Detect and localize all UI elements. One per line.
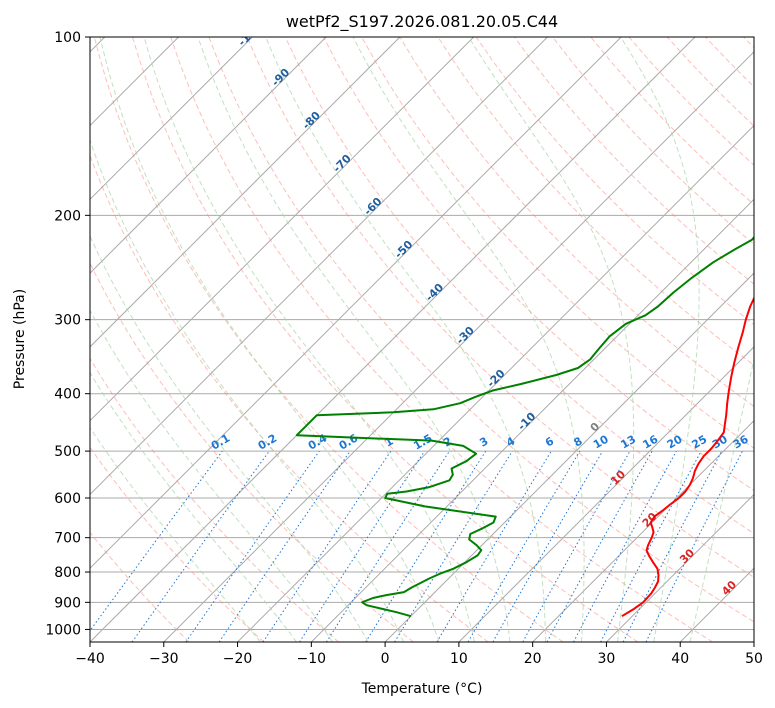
moist-adiabat-line (90, 371, 297, 642)
dry-adiabat-line (90, 154, 489, 642)
isotherm-line (532, 419, 754, 642)
mixing-ratio-line (522, 450, 631, 642)
dry-adiabat-line (284, 37, 754, 535)
y-tick-label: 400 (54, 387, 81, 403)
mixing-ratio-line (645, 450, 743, 642)
isotherm-line (90, 37, 475, 422)
moist-adiabat-line (197, 37, 511, 642)
profile-series (295, 235, 754, 618)
temperature-profile-line (621, 296, 754, 618)
moist-adiabat-line (99, 37, 440, 642)
x-axis-title: Temperature (°C) (361, 681, 483, 697)
isotherm-line (163, 51, 754, 642)
moist-adiabat-line (90, 426, 261, 642)
isotherm-line (90, 37, 622, 569)
x-tick-label: −30 (149, 651, 179, 667)
dry-adiabat-line (361, 37, 754, 449)
dry-adiabat-line (90, 446, 265, 642)
y-tick-label: 100 (54, 30, 81, 46)
mixing-ratio-line (262, 450, 392, 642)
moist-adiabat-line (689, 356, 754, 642)
isotherm-line (237, 124, 754, 642)
isotherm-label: -100 (236, 20, 265, 49)
axes: −40 −30 −20 −10 0 10 20 30 40 50 100 200 300 400 500 60… (45, 30, 763, 667)
y-tick-label: 500 (54, 444, 81, 460)
x-tick-label: 30 (598, 651, 616, 667)
moist-adiabat-line (90, 309, 333, 642)
dry-adiabat-line (90, 262, 414, 642)
mixing-ratio-line (546, 450, 653, 642)
isotherm-line (90, 37, 548, 496)
isotherm-line (458, 346, 754, 642)
mixing-ratio-line (185, 450, 320, 642)
y-axis-title: Pressure (hPa) (12, 289, 28, 389)
isotherm-line (90, 37, 327, 274)
mixing-ratio-line (394, 450, 513, 642)
y-tick-label: 1000 (45, 622, 81, 638)
y-tick-label: 300 (54, 313, 81, 329)
mixing-ratio-line (131, 450, 270, 642)
moist-adiabat-line (90, 234, 369, 642)
moist-adiabat-line (352, 37, 585, 642)
isotherm-line (90, 37, 401, 348)
background-lines (90, 37, 754, 642)
dry-adiabat-line (323, 37, 754, 492)
isotherm-line (606, 493, 754, 642)
dry-adiabat-line (208, 37, 754, 623)
x-tick-label: 50 (745, 651, 763, 667)
dry-adiabat-line (90, 531, 190, 642)
x-tick-label: 0 (381, 651, 390, 667)
plot-frame (89, 36, 755, 643)
dry-adiabat-line (132, 37, 639, 642)
y-tick-label: 600 (54, 491, 81, 507)
x-tick-label: −10 (297, 651, 327, 667)
dry-adiabat-line (93, 37, 564, 642)
mixing-ratio-line (299, 450, 426, 642)
x-tick-label: −20 (223, 651, 253, 667)
dry-adiabat-line (437, 37, 754, 366)
moist-adiabat-line (468, 37, 635, 642)
y-tick-label: 900 (54, 595, 81, 611)
x-tick-label: 10 (450, 651, 468, 667)
y-tick-label: 200 (54, 208, 81, 224)
moist-adiabat-line (620, 37, 700, 642)
isotherm-line (90, 37, 253, 201)
mixing-ratio-line (325, 450, 450, 642)
x-tick-label: 20 (524, 651, 542, 667)
mixing-ratio-line (218, 450, 351, 642)
y-tick-label: 700 (54, 531, 81, 547)
mixing-ratio-line (573, 450, 677, 642)
y-tick-label: 800 (54, 565, 81, 581)
x-tick-label: −40 (75, 651, 105, 667)
mixing-ratio-line (90, 450, 223, 632)
moist-adiabat-line (90, 138, 405, 642)
dewpoint-profile-line (295, 235, 754, 618)
moist-adiabat-line (265, 37, 547, 642)
x-tick-label: 40 (671, 651, 689, 667)
isotherm-line (90, 37, 696, 642)
moist-adiabat-line (143, 37, 475, 642)
chart-title: wetPf2_S197.2026.081.20.05.C44 (286, 12, 558, 32)
isotherm-line (384, 272, 754, 642)
dry-adiabat-line (90, 357, 339, 642)
dry-adiabat-line (170, 37, 713, 642)
